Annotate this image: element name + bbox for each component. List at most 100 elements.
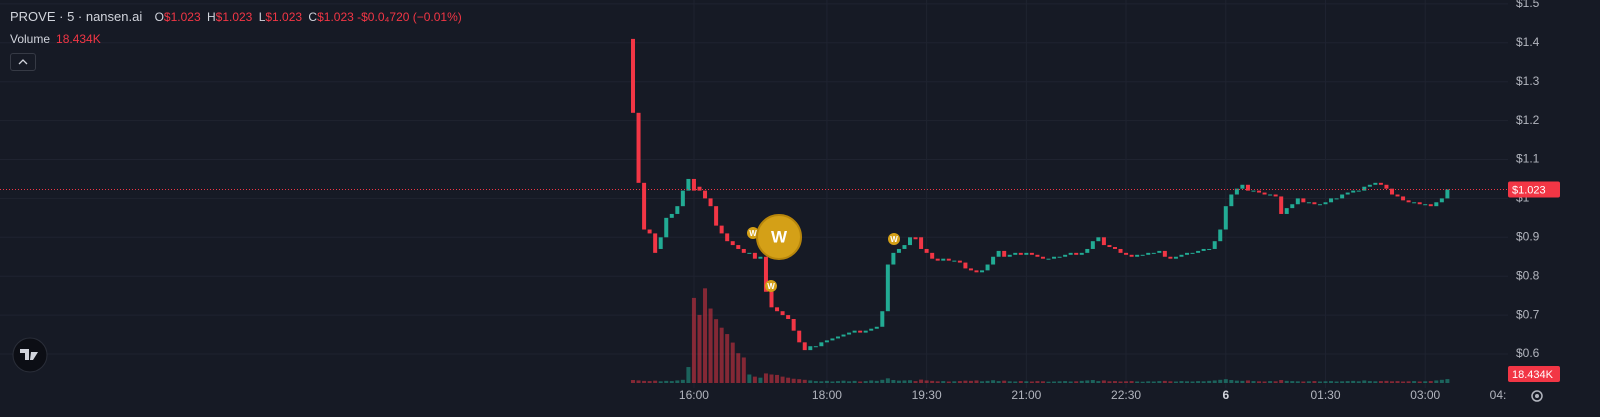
y-tick-label: $1.5 (1516, 0, 1540, 10)
volume-bar (1079, 380, 1084, 383)
volume-bar (874, 380, 879, 383)
candle-body (752, 252, 757, 259)
event-marker[interactable] (765, 280, 777, 292)
volume-bar (1273, 381, 1278, 383)
candle-body (797, 330, 802, 343)
volume-bar (1257, 381, 1262, 383)
candle-body (1356, 190, 1361, 192)
candle-body (1201, 248, 1206, 251)
volume-bar (1251, 381, 1256, 383)
candle-body (1245, 184, 1250, 191)
event-marker[interactable] (747, 227, 759, 239)
volume-bar (952, 381, 957, 383)
candle-body (1373, 182, 1378, 185)
collapse-button[interactable] (10, 53, 36, 71)
candle-body (1140, 254, 1145, 256)
volume-bar (780, 376, 785, 383)
volume-bar (1340, 381, 1345, 383)
volume-bar (1007, 381, 1012, 383)
volume-bar (1135, 381, 1140, 383)
volume-bar (636, 380, 641, 383)
volume-bar (1118, 381, 1123, 383)
candle-body (1074, 252, 1079, 255)
candle-body (1151, 252, 1156, 254)
volume-bar (1146, 381, 1151, 383)
volume-bar (697, 314, 702, 383)
ohlc-value: $1.023 (265, 10, 303, 24)
volume-bar (686, 367, 691, 383)
volume-bar (763, 373, 768, 383)
candle-body (1052, 256, 1057, 259)
candle-body (1040, 256, 1045, 259)
symbol[interactable]: PROVE · 5 · nansen.ai (10, 9, 143, 24)
volume-title[interactable]: Volume (10, 32, 51, 46)
settings-icon[interactable] (1531, 390, 1543, 402)
event-marker-large[interactable] (756, 214, 802, 260)
volume-bar (913, 381, 918, 383)
candle-body (963, 262, 968, 269)
candle-body (1362, 186, 1367, 191)
candle-body (1329, 198, 1334, 203)
candle-body (1284, 208, 1289, 214)
volume-bar (1401, 381, 1406, 383)
candle-body (1207, 248, 1212, 250)
candle-body (780, 311, 785, 316)
volume-bar (1223, 379, 1228, 383)
candle-body (1401, 196, 1406, 201)
candle-body (680, 190, 685, 207)
candle-body (642, 182, 647, 230)
candle-body (863, 330, 868, 333)
candle-body (1024, 252, 1029, 255)
volume-bar (847, 381, 852, 383)
candle-body (1190, 252, 1195, 254)
volume-bar (902, 380, 907, 383)
candle-body (1351, 190, 1356, 193)
candle-body (741, 248, 746, 253)
volume-bar (1268, 381, 1273, 383)
candle-body (802, 342, 807, 351)
candle-body (1057, 256, 1062, 258)
volume-box-label: 18.434K (1512, 369, 1554, 381)
volume-bar (1301, 381, 1306, 383)
volume-bar (708, 308, 713, 383)
volume-bar (963, 380, 968, 383)
candle-body (1345, 192, 1350, 195)
x-tick-label: 19:30 (912, 388, 942, 402)
ohlc-key: L (258, 10, 266, 24)
candle-body (775, 307, 780, 312)
volume-bar (797, 379, 802, 383)
volume-bar (896, 380, 901, 383)
volume-bar (824, 380, 829, 383)
volume-bar (1018, 381, 1023, 383)
ohlc-key: H (206, 10, 216, 24)
candle-body (1301, 198, 1306, 203)
tradingview-logo[interactable] (12, 337, 48, 373)
volume-bar (719, 327, 724, 383)
candle-body (1439, 198, 1444, 203)
annotations: W W W W (747, 214, 900, 292)
volume-bar (1024, 381, 1029, 383)
x-tick-label: 21:00 (1011, 388, 1041, 402)
candle-body (1384, 184, 1389, 189)
candle-body (675, 206, 680, 214)
candle-body (1367, 184, 1372, 187)
volume-bar (858, 381, 863, 383)
candle-body (1312, 202, 1317, 205)
x-tick-label: 16:00 (679, 388, 709, 402)
x-tick-label: 01:30 (1310, 388, 1340, 402)
volume-bar (1428, 381, 1433, 383)
candle-body (1085, 248, 1090, 253)
volume-bar (747, 374, 752, 383)
volume-bar (880, 379, 885, 383)
volume-bar (1423, 381, 1428, 383)
candle-body (935, 258, 940, 261)
volume-bar (1096, 381, 1101, 383)
y-tick-label: $1.4 (1516, 35, 1540, 49)
candle-body (1268, 194, 1273, 196)
volume-bar (852, 380, 857, 383)
volume-bar (908, 380, 913, 383)
event-marker[interactable] (888, 233, 900, 245)
candle-body (1428, 204, 1433, 207)
